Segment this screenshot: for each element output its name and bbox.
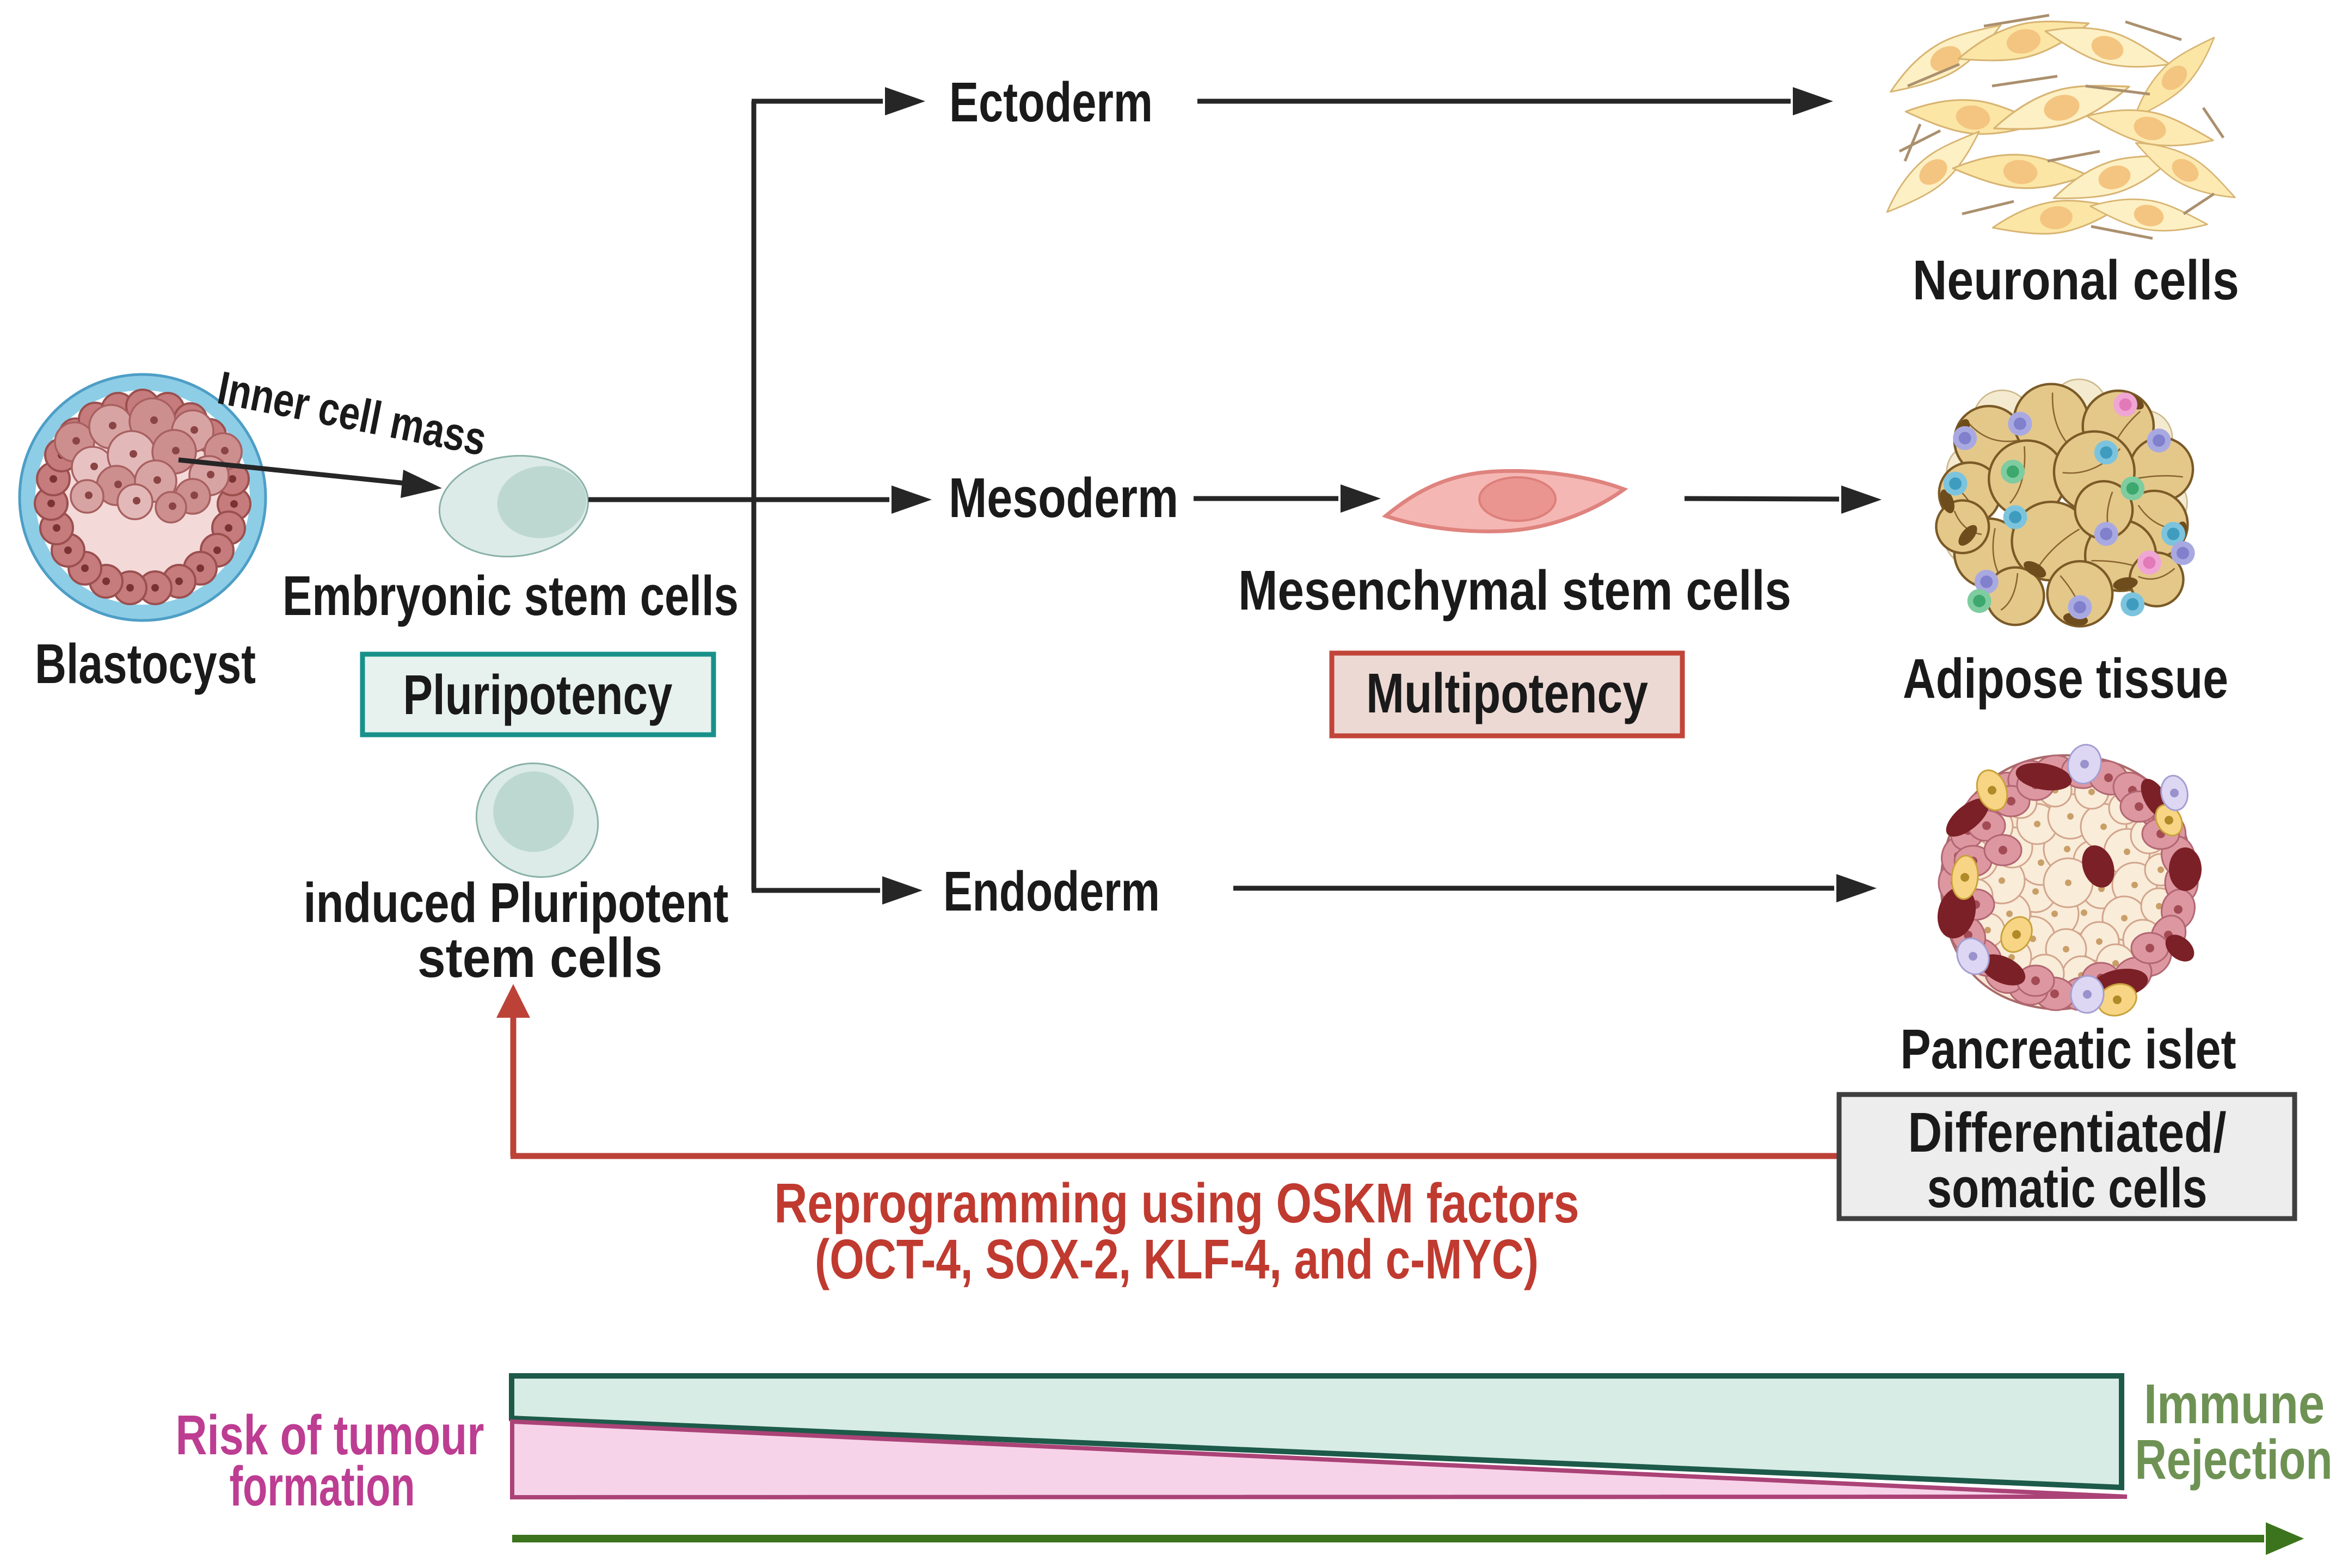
svg-text:Mesenchymal stem cells: Mesenchymal stem cells: [1238, 559, 1791, 622]
svg-text:Pluripotency: Pluripotency: [403, 663, 673, 726]
svg-text:Endoderm: Endoderm: [943, 860, 1160, 923]
svg-text:Embryonic stem cells: Embryonic stem cells: [282, 564, 739, 627]
svg-text:somatic cells: somatic cells: [1927, 1157, 2208, 1219]
svg-text:Pancreatic islet: Pancreatic islet: [1901, 1018, 2236, 1080]
svg-text:Differentiated/: Differentiated/: [1908, 1101, 2227, 1164]
svg-text:Rejection: Rejection: [2135, 1428, 2333, 1491]
svg-text:Immune: Immune: [2144, 1373, 2325, 1435]
svg-text:Risk of tumour: Risk of tumour: [176, 1404, 484, 1466]
svg-text:Reprogramming using OSKM facto: Reprogramming using OSKM factors: [774, 1172, 1579, 1234]
svg-text:stem cells: stem cells: [417, 926, 662, 989]
svg-text:Mesoderm: Mesoderm: [949, 466, 1178, 529]
svg-text:Ectoderm: Ectoderm: [949, 71, 1153, 133]
svg-text:Neuronal cells: Neuronal cells: [1913, 249, 2239, 311]
svg-text:Blastocyst: Blastocyst: [35, 632, 256, 695]
svg-text:Multipotency: Multipotency: [1366, 662, 1648, 724]
svg-text:induced Pluripotent: induced Pluripotent: [304, 871, 729, 934]
svg-text:Adipose tissue: Adipose tissue: [1903, 647, 2228, 710]
svg-text:(OCT-4, SOX-2, KLF-4, and c-MY: (OCT-4, SOX-2, KLF-4, and c-MYC): [815, 1228, 1539, 1290]
svg-text:formation: formation: [230, 1455, 415, 1517]
